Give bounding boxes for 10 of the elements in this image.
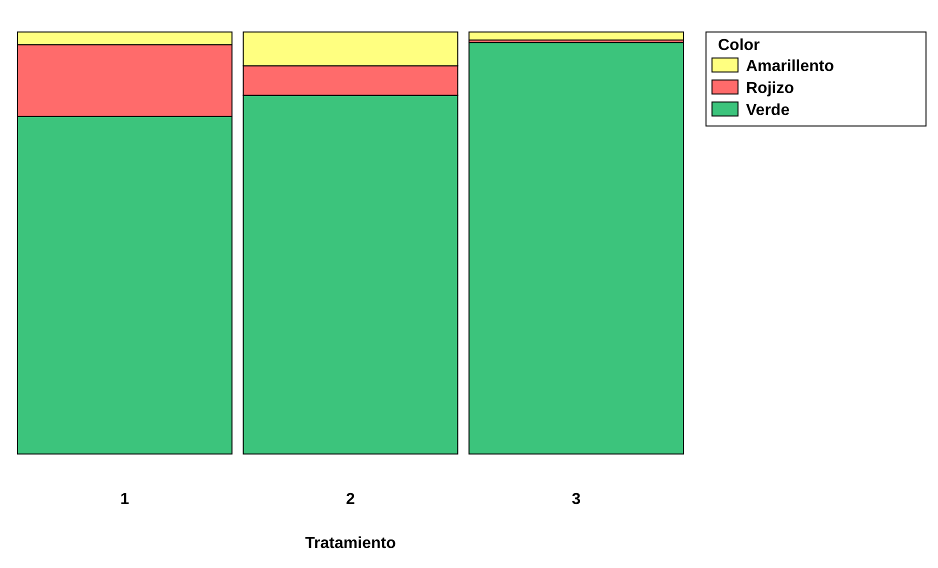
legend-label: Rojizo [746, 80, 794, 97]
x-tick-label: 1 [120, 491, 130, 508]
bar [468, 42, 684, 454]
bar [468, 32, 684, 41]
x-tick-label: 3 [572, 491, 581, 508]
legend-label: Verde [746, 102, 790, 119]
legend-title: Color [718, 37, 760, 54]
legend-label: Amarillento [746, 58, 834, 75]
x-tick-label: 2 [346, 491, 356, 508]
x-axis-title: Tratamiento [305, 535, 396, 552]
